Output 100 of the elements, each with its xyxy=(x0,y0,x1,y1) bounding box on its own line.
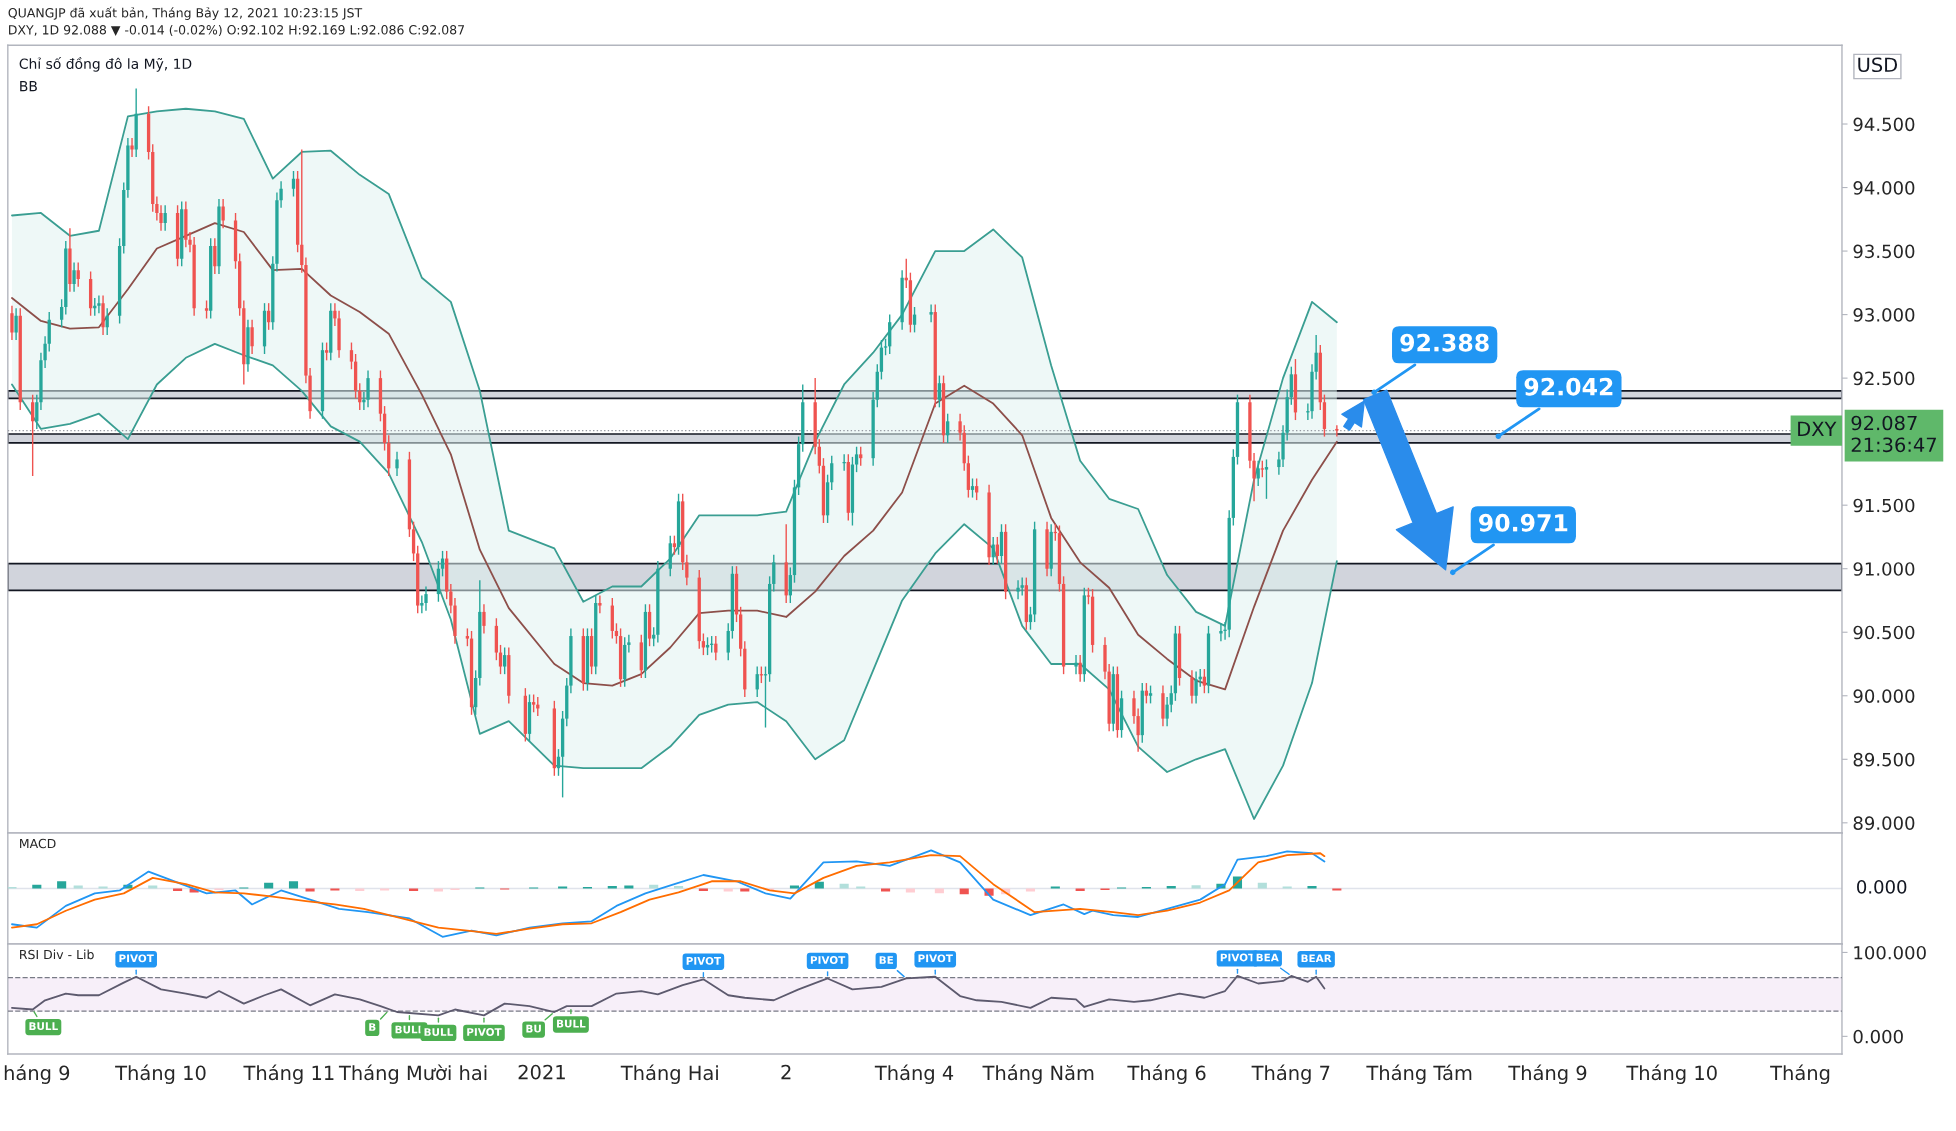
x-tick-label: Tháng 10 xyxy=(115,1064,206,1084)
y-tick-label: 93.000 xyxy=(1853,308,1915,322)
candlestick xyxy=(395,451,399,477)
candlestick xyxy=(130,137,134,158)
bar xyxy=(57,881,67,889)
bar xyxy=(649,884,659,889)
bar xyxy=(673,886,684,889)
candlestick xyxy=(31,393,35,477)
candlestick xyxy=(1223,621,1227,641)
annotation: 92.042 xyxy=(1524,377,1613,396)
x-tick-label: Tháng 7 xyxy=(1251,1064,1330,1084)
chart-subtitle: DXY, 1D 92.088 ▼ -0.014 (-0.02%) O:92.102 H:92.169 L:92.086 C:92.087 xyxy=(9,24,465,37)
annotation: PIVOT xyxy=(1220,953,1256,962)
annotation: 90.971 xyxy=(1479,513,1568,532)
candlestick xyxy=(1335,424,1339,438)
candlestick xyxy=(817,438,821,475)
candlestick xyxy=(854,446,859,473)
x-tick-label: Tháng Tám xyxy=(1366,1064,1472,1084)
x-tick-label: Tháng 6 xyxy=(1127,1064,1206,1084)
chart-title: QUANGJP đã xuất bản, Tháng Bảy 12, 2021 10:23:15 JST xyxy=(8,6,363,20)
y-tick-label: 89.500 xyxy=(1853,752,1915,767)
candlestick xyxy=(1074,654,1078,675)
annotation: B xyxy=(369,1023,376,1031)
candlestick xyxy=(830,454,834,491)
annotation: BULL xyxy=(424,1028,453,1036)
y-tick-label: 91.000 xyxy=(1853,562,1915,576)
bar xyxy=(789,885,800,889)
candlestick xyxy=(929,303,933,323)
candlestick xyxy=(772,554,776,593)
annotation: Chỉ số đồng đô la Mỹ, 1D xyxy=(19,57,192,72)
y-tick-label: 90.500 xyxy=(1853,625,1915,640)
candlestick xyxy=(937,374,942,409)
candlestick xyxy=(76,261,80,288)
candlestick xyxy=(672,534,677,556)
candlestick xyxy=(14,307,18,341)
annotation: DXY xyxy=(1798,421,1837,436)
candlestick xyxy=(250,318,254,355)
line-series xyxy=(11,975,1326,1017)
candlestick xyxy=(503,646,507,675)
candlestick xyxy=(221,198,225,229)
annotation: PIVOT xyxy=(918,954,953,963)
bar xyxy=(1191,885,1201,889)
bar xyxy=(148,885,158,889)
bar xyxy=(1257,882,1267,889)
y-tick-label: 0.000 xyxy=(1853,1029,1903,1044)
annotation: 92.388 xyxy=(1400,333,1489,352)
candlestick xyxy=(1020,576,1024,597)
bar xyxy=(1307,886,1317,889)
annotation: BE xyxy=(879,956,893,964)
chart-title: MACD xyxy=(20,838,56,849)
candlestick xyxy=(424,585,428,612)
annotation: PIVOT xyxy=(810,956,846,964)
annotation: PIVOT xyxy=(467,1028,502,1036)
candlestick xyxy=(946,413,950,444)
bar xyxy=(624,885,634,889)
bar xyxy=(839,883,849,889)
candlestick xyxy=(1219,622,1223,642)
annotation: PIVOT xyxy=(686,956,722,965)
candlestick xyxy=(1016,579,1020,600)
x-tick-label: Tháng Hai xyxy=(620,1064,718,1084)
y-tick-label: 94.000 xyxy=(1853,181,1915,195)
candlestick xyxy=(1169,684,1173,713)
candlestick xyxy=(349,341,354,370)
x-tick-label: Tháng 9 xyxy=(1508,1064,1587,1084)
candlestick xyxy=(10,305,14,341)
candlestick xyxy=(859,446,863,467)
bar xyxy=(1166,886,1176,889)
x-tick-label: Tháng 10 xyxy=(1626,1064,1717,1084)
y-tick-label: 90.000 xyxy=(1853,689,1915,703)
bar xyxy=(264,882,274,889)
candlestick xyxy=(1289,365,1293,406)
x-tick-label: 2 xyxy=(781,1064,791,1080)
bar xyxy=(73,885,83,889)
y-tick-label: 92.500 xyxy=(1853,371,1915,386)
annotation: PIVOT xyxy=(119,954,154,963)
x-tick-label: Tháng 4 xyxy=(874,1064,954,1084)
candlestick xyxy=(627,634,631,654)
candlestick xyxy=(1264,458,1269,500)
candlestick xyxy=(1078,654,1082,683)
candlestick xyxy=(498,644,503,675)
candlestick xyxy=(726,622,730,661)
candlestick xyxy=(714,635,718,661)
candlestick xyxy=(788,566,792,604)
candlestick xyxy=(1165,696,1169,727)
x-tick-label: Tháng Năm xyxy=(982,1064,1094,1084)
annotation: BULL xyxy=(557,1019,586,1028)
candlestick xyxy=(958,413,962,442)
candlestick xyxy=(1028,606,1033,631)
candlestick xyxy=(1202,668,1207,694)
bar xyxy=(288,881,299,889)
annotation: BULL xyxy=(395,1025,424,1034)
candlestick xyxy=(685,554,689,586)
text: USD xyxy=(1858,57,1898,73)
y-tick-label: 89.000 xyxy=(1853,816,1915,830)
annotation: BU xyxy=(526,1024,541,1033)
candlestick xyxy=(59,298,64,328)
bar xyxy=(814,881,824,889)
candlestick xyxy=(213,237,217,275)
y-tick-label: 93.500 xyxy=(1853,244,1915,259)
x-tick-label: Tháng xyxy=(1770,1064,1830,1084)
